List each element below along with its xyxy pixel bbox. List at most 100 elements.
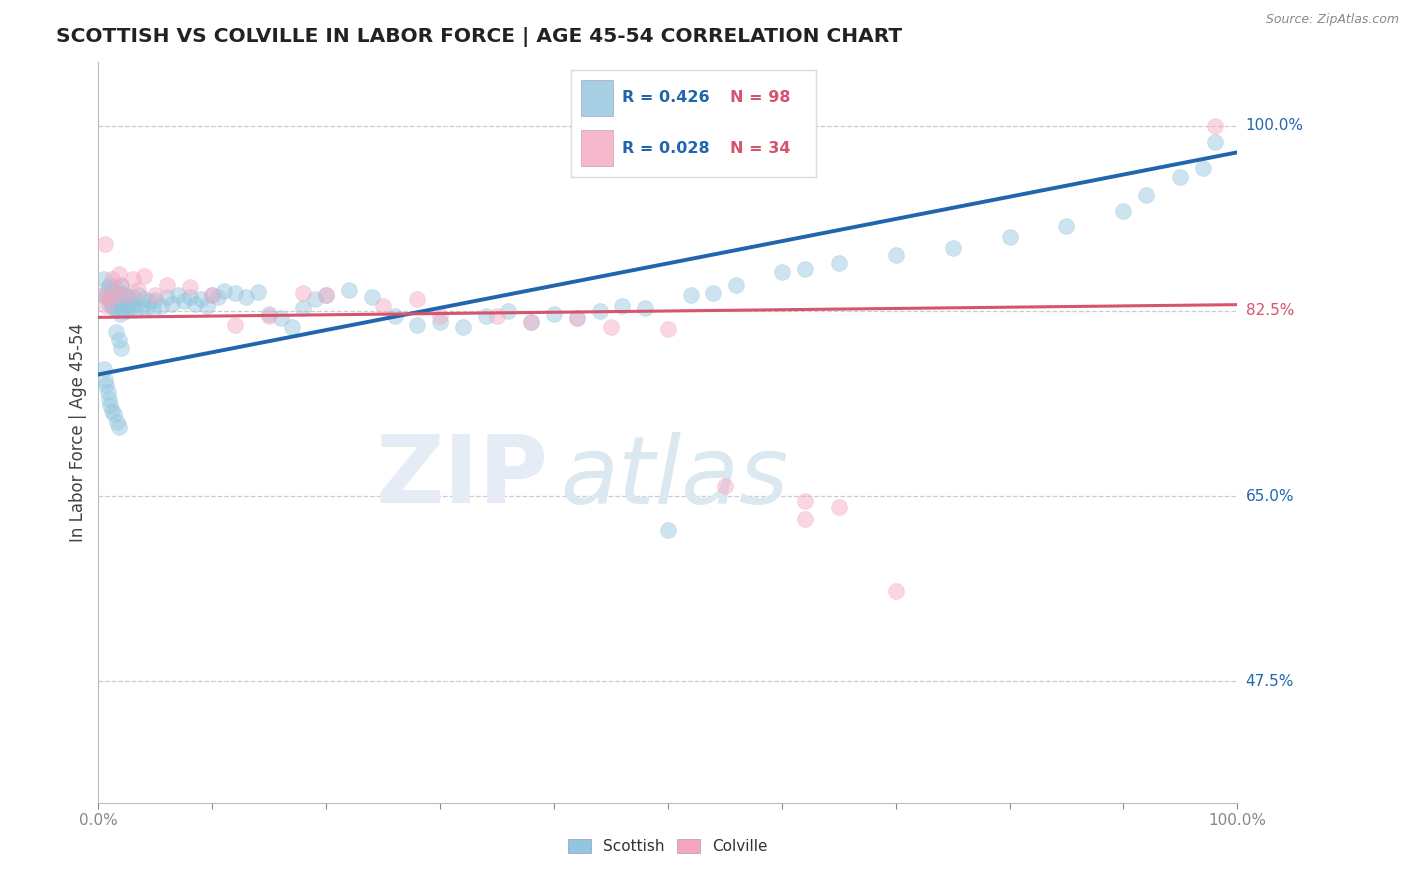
Point — [543, 307, 565, 321]
Point — [101, 404, 124, 418]
Point — [429, 315, 451, 329]
Point — [94, 373, 117, 387]
Point — [259, 310, 281, 324]
Point — [235, 290, 257, 304]
Point — [828, 256, 851, 270]
Point — [588, 304, 610, 318]
Point — [657, 322, 679, 336]
Point — [612, 299, 634, 313]
Point — [108, 307, 131, 321]
Point — [96, 299, 118, 313]
Point — [429, 310, 451, 324]
Point — [98, 398, 121, 412]
Point — [117, 298, 139, 312]
Point — [201, 288, 224, 302]
Point — [1112, 203, 1135, 218]
Point — [132, 269, 155, 284]
Point — [104, 281, 127, 295]
Point — [121, 290, 143, 304]
Point — [103, 301, 125, 315]
Point — [110, 278, 132, 293]
Point — [112, 287, 135, 301]
Point — [127, 288, 149, 302]
Point — [793, 494, 815, 508]
Point — [679, 288, 702, 302]
Point — [725, 277, 748, 292]
Point — [1192, 161, 1215, 176]
Point — [138, 294, 160, 309]
Point — [122, 296, 145, 310]
Point — [156, 277, 179, 292]
Point — [93, 362, 115, 376]
Point — [520, 315, 543, 329]
Point — [292, 301, 315, 315]
Point — [132, 293, 155, 307]
Point — [942, 241, 965, 255]
Point — [104, 325, 127, 339]
Legend: Scottish, Colville: Scottish, Colville — [561, 831, 775, 862]
Point — [96, 378, 118, 392]
Point — [184, 296, 207, 310]
Point — [115, 288, 138, 302]
Point — [195, 299, 218, 313]
Point — [114, 304, 136, 318]
Point — [315, 288, 337, 302]
Point — [337, 283, 360, 297]
Point — [770, 265, 793, 279]
Point — [97, 392, 120, 406]
Point — [108, 420, 131, 434]
Point — [150, 299, 173, 313]
Point — [107, 288, 129, 302]
Text: SCOTTISH VS COLVILLE IN LABOR FORCE | AGE 45-54 CORRELATION CHART: SCOTTISH VS COLVILLE IN LABOR FORCE | AG… — [56, 27, 903, 46]
Point — [246, 285, 269, 299]
Point — [110, 341, 132, 355]
Point — [110, 277, 132, 292]
Point — [108, 333, 131, 347]
Point — [406, 293, 429, 307]
Point — [565, 311, 588, 326]
Point — [103, 284, 125, 298]
Point — [600, 319, 623, 334]
Point — [1204, 119, 1226, 133]
Point — [121, 272, 143, 286]
Point — [714, 478, 737, 492]
Point — [270, 311, 292, 326]
Point — [104, 288, 127, 302]
Point — [498, 304, 520, 318]
Point — [793, 512, 815, 526]
Point — [162, 296, 184, 310]
Point — [98, 277, 121, 292]
Point — [657, 523, 679, 537]
Point — [281, 319, 304, 334]
Point — [115, 289, 138, 303]
Text: 100.0%: 100.0% — [1246, 119, 1303, 134]
Point — [304, 293, 326, 307]
Point — [96, 385, 118, 400]
Point — [135, 301, 157, 315]
Point — [884, 584, 907, 599]
Point — [131, 300, 153, 314]
Point — [101, 299, 124, 313]
Point — [224, 285, 246, 300]
Text: 47.5%: 47.5% — [1246, 673, 1294, 689]
Point — [793, 261, 815, 276]
Point — [114, 295, 136, 310]
Point — [96, 290, 118, 304]
Point — [127, 283, 149, 297]
Point — [124, 302, 146, 317]
Point — [93, 288, 115, 302]
Point — [998, 230, 1021, 244]
Point — [634, 301, 657, 315]
Point — [1170, 169, 1192, 184]
Point — [97, 296, 120, 310]
Text: ZIP: ZIP — [375, 431, 548, 523]
Point — [179, 279, 201, 293]
Point — [98, 290, 121, 304]
Point — [167, 288, 190, 302]
Point — [1054, 219, 1078, 234]
Point — [108, 296, 131, 310]
Point — [111, 301, 134, 315]
Y-axis label: In Labor Force | Age 45-54: In Labor Force | Age 45-54 — [69, 323, 87, 542]
Point — [884, 248, 907, 262]
Point — [105, 415, 128, 429]
